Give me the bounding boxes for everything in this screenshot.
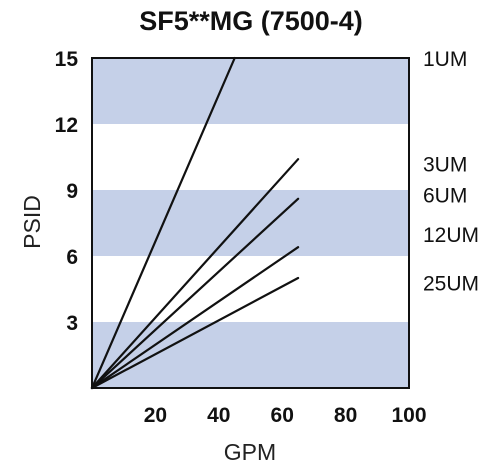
series-line-1 xyxy=(90,158,300,390)
band-4 xyxy=(92,58,409,124)
x-tick-label-2: 60 xyxy=(271,404,294,427)
series-label-0: 1UM xyxy=(423,48,467,71)
chart-title: SF5**MG (7500-4) xyxy=(139,6,363,36)
band-0 xyxy=(92,322,409,388)
x-axis-tick-labels: 20 40 60 80 100 xyxy=(144,404,427,427)
y-tick-label-3: 12 xyxy=(55,114,78,137)
y-axis-tick-labels: 3 6 9 12 15 xyxy=(55,48,79,335)
series-label-1: 3UM xyxy=(423,154,467,177)
series-line-0 xyxy=(90,56,236,390)
series-label-2: 6UM xyxy=(423,184,467,207)
x-tick-label-0: 20 xyxy=(144,404,167,427)
band-2 xyxy=(92,190,409,256)
x-axis-label: GPM xyxy=(224,439,276,465)
x-tick-label-3: 80 xyxy=(334,404,357,427)
y-tick-label-2: 9 xyxy=(66,180,78,203)
series-label-3: 12UM xyxy=(423,224,479,247)
series-line-2 xyxy=(90,197,300,390)
x-tick-label-4: 100 xyxy=(391,404,426,427)
y-tick-label-1: 6 xyxy=(66,246,78,269)
plot-bands xyxy=(92,58,409,388)
y-tick-label-4: 15 xyxy=(55,48,79,71)
y-axis-label: PSID xyxy=(19,195,45,249)
series-line-4 xyxy=(90,276,300,390)
y-tick-label-0: 3 xyxy=(66,312,78,335)
series-line-3 xyxy=(90,246,300,390)
plot-frame xyxy=(91,57,410,389)
series-lines xyxy=(90,56,300,390)
x-tick-label-1: 40 xyxy=(207,404,230,427)
series-label-4: 25UM xyxy=(423,272,479,295)
series-labels: 1UM 3UM 6UM 12UM 25UM xyxy=(423,48,479,295)
